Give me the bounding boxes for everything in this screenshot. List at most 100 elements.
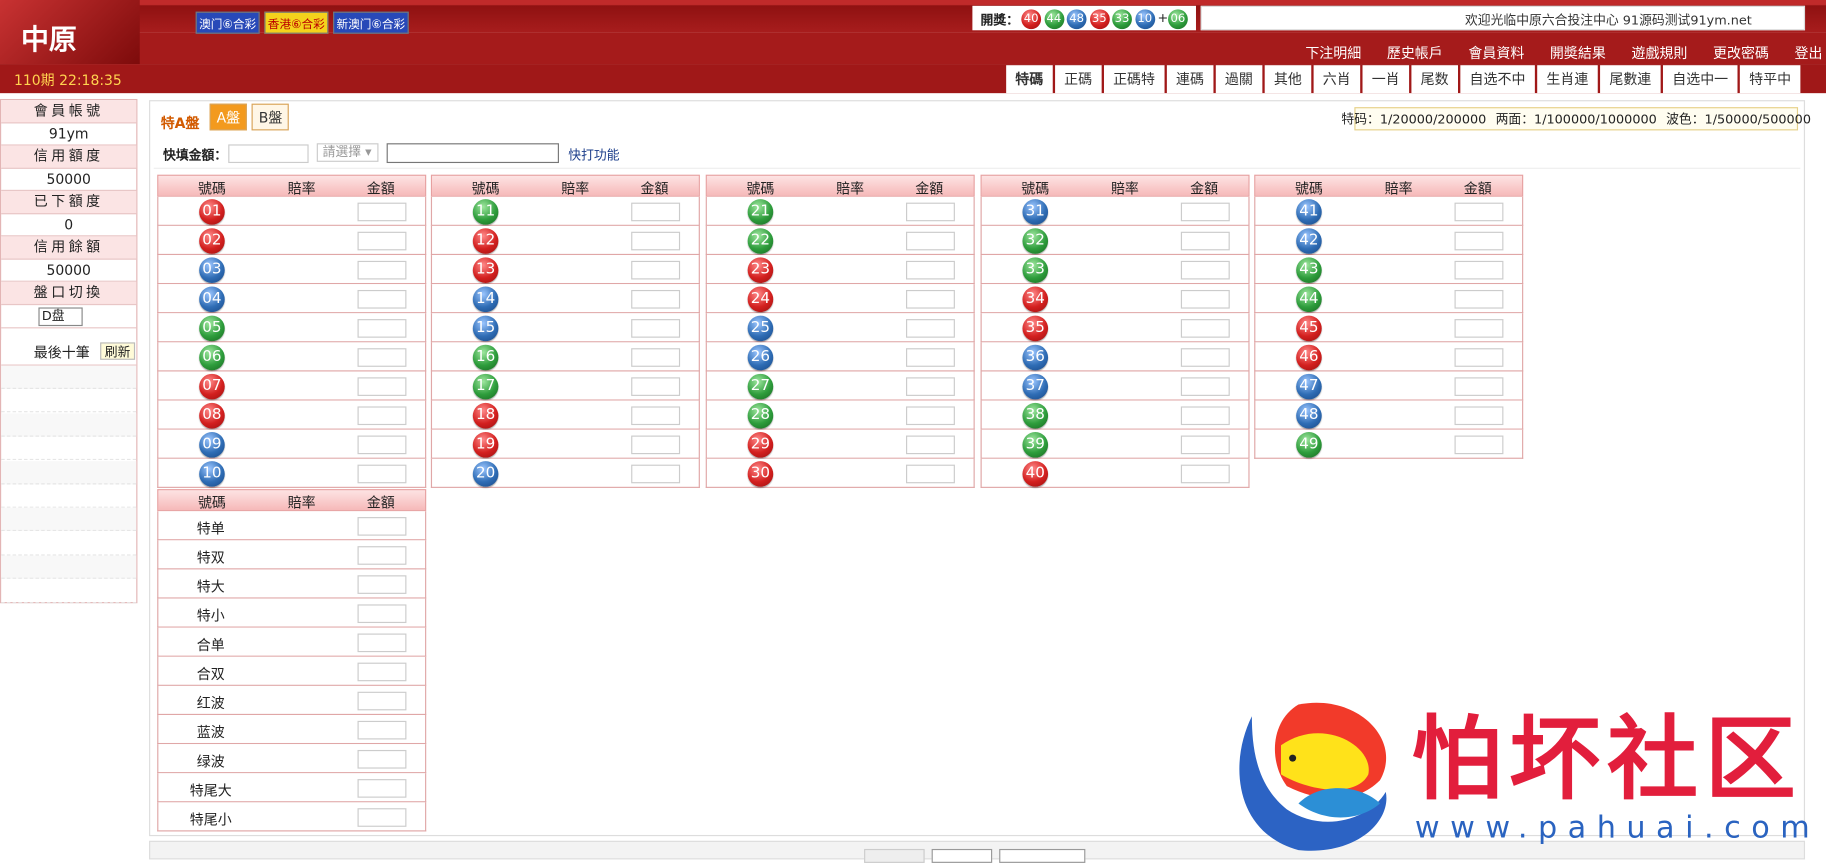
header-link[interactable]: 登出: [1794, 45, 1823, 62]
refresh-button[interactable]: 刷新: [100, 342, 136, 360]
number-ball: 03: [199, 257, 225, 283]
amount-input[interactable]: [357, 633, 407, 653]
game-tab[interactable]: 尾数: [1411, 65, 1458, 94]
game-tab[interactable]: 六肖: [1313, 65, 1361, 94]
amount-input[interactable]: [1454, 406, 1504, 426]
amount-input[interactable]: [357, 435, 407, 455]
amount-input[interactable]: [357, 289, 407, 309]
amount-input[interactable]: [631, 406, 681, 426]
amount-input[interactable]: [357, 749, 407, 769]
amount-input[interactable]: [906, 260, 955, 280]
game-tab[interactable]: 尾數連: [1600, 65, 1661, 94]
amount-input[interactable]: [906, 202, 955, 222]
amount-input[interactable]: [906, 319, 955, 338]
amount-input[interactable]: [357, 319, 407, 338]
amount-input[interactable]: [1454, 319, 1504, 338]
amount-input[interactable]: [357, 231, 407, 251]
amount-input[interactable]: [631, 260, 681, 280]
amount-input[interactable]: [906, 231, 955, 251]
table-header: [980, 174, 1250, 197]
amount-input[interactable]: [357, 604, 407, 624]
amount-input[interactable]: [1454, 231, 1504, 251]
amount-input[interactable]: [906, 435, 955, 455]
amount-input[interactable]: [906, 377, 955, 396]
bet-item-label: 特大: [196, 578, 225, 596]
amount-input[interactable]: [631, 289, 681, 309]
plate-tab[interactable]: A盤: [209, 103, 248, 131]
draw-ball: 10: [1134, 9, 1155, 30]
quick-input[interactable]: [386, 143, 559, 164]
amount-input[interactable]: [1180, 464, 1230, 484]
amount-input[interactable]: [357, 260, 407, 280]
header-link[interactable]: 開奬結果: [1549, 45, 1606, 62]
amount-input[interactable]: [906, 464, 955, 484]
game-tab[interactable]: 特碼: [1005, 65, 1053, 94]
amount-input[interactable]: [1180, 406, 1230, 426]
handicap-select[interactable]: D盘: [38, 306, 83, 326]
amount-input[interactable]: [1454, 289, 1504, 309]
game-tab[interactable]: 特平中: [1739, 65, 1801, 94]
amount-input[interactable]: [357, 779, 407, 798]
plate-tab[interactable]: B盤: [251, 103, 290, 131]
amount-input[interactable]: [631, 377, 681, 396]
amount-input[interactable]: [357, 575, 407, 594]
amount-input[interactable]: [357, 202, 407, 222]
reset-button[interactable]: [931, 848, 993, 863]
header-link[interactable]: 下注明細: [1305, 45, 1362, 62]
amount-input[interactable]: [631, 319, 681, 338]
amount-input[interactable]: [631, 202, 681, 222]
mode-button[interactable]: [999, 848, 1086, 863]
quick-select[interactable]: 請選擇 ▾: [316, 143, 379, 162]
game-tab[interactable]: 正碼特: [1103, 65, 1165, 94]
header-link[interactable]: 更改密碼: [1713, 45, 1769, 62]
amount-input[interactable]: [357, 464, 407, 484]
amount-input[interactable]: [1454, 348, 1504, 367]
amount-input[interactable]: [631, 231, 681, 251]
amount-input[interactable]: [1454, 435, 1504, 455]
game-tab[interactable]: 自选中一: [1662, 65, 1738, 94]
amount-input[interactable]: [1180, 377, 1230, 396]
quick-fill-input[interactable]: [228, 144, 309, 164]
amount-input[interactable]: [357, 808, 407, 827]
amount-input[interactable]: [1454, 202, 1504, 222]
amount-input[interactable]: [631, 464, 681, 484]
amount-input[interactable]: [357, 662, 407, 682]
amount-input[interactable]: [631, 435, 681, 455]
amount-input[interactable]: [1454, 377, 1504, 396]
amount-input[interactable]: [906, 289, 955, 309]
amount-input[interactable]: [357, 720, 407, 740]
amount-input[interactable]: [1180, 231, 1230, 251]
amount-input[interactable]: [357, 517, 407, 536]
game-tab[interactable]: 其他: [1264, 65, 1312, 94]
game-tab[interactable]: 過關: [1215, 65, 1263, 94]
bet-item-label: 特双: [196, 549, 225, 566]
amount-input[interactable]: [357, 546, 407, 565]
game-tab[interactable]: 一肖: [1362, 65, 1409, 94]
lottery-tab[interactable]: 澳门⑥合彩: [195, 11, 260, 34]
amount-input[interactable]: [1180, 202, 1230, 222]
amount-input[interactable]: [906, 406, 955, 426]
confirm-button[interactable]: [864, 848, 925, 863]
amount-input[interactable]: [357, 348, 407, 367]
amount-input[interactable]: [1180, 319, 1230, 338]
header-link[interactable]: 會員資料: [1468, 45, 1525, 62]
header-link[interactable]: 遊戲規則: [1631, 45, 1688, 62]
amount-input[interactable]: [631, 348, 681, 367]
amount-input[interactable]: [1180, 435, 1230, 455]
game-tab[interactable]: 正碼: [1054, 65, 1102, 94]
game-tab[interactable]: 自选不中: [1460, 65, 1535, 94]
amount-input[interactable]: [1180, 289, 1230, 309]
game-tab[interactable]: 連碼: [1166, 65, 1214, 94]
amount-input[interactable]: [1454, 260, 1504, 280]
header-link[interactable]: 歷史帳戶: [1386, 45, 1443, 62]
amount-input[interactable]: [357, 691, 407, 711]
game-tab[interactable]: 生肖連: [1537, 65, 1598, 94]
quick-link[interactable]: 快打功能: [568, 147, 620, 164]
amount-input[interactable]: [357, 377, 407, 396]
lottery-tab[interactable]: 香港⑥合彩: [264, 11, 329, 34]
amount-input[interactable]: [1180, 260, 1230, 280]
lottery-tab[interactable]: 新澳门⑥合彩: [332, 11, 409, 34]
amount-input[interactable]: [906, 348, 955, 367]
amount-input[interactable]: [357, 406, 407, 426]
amount-input[interactable]: [1180, 348, 1230, 367]
